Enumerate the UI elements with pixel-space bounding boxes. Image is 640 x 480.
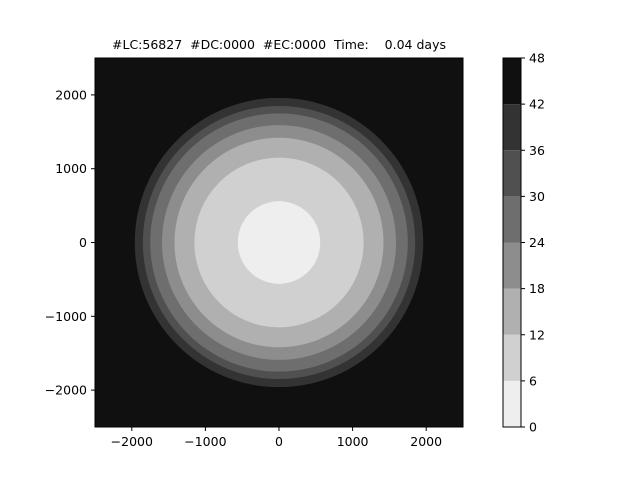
colorbar: 0 6 12 18 24 30 36 42 48 (502, 51, 545, 435)
colorbar-segment-0-6 (503, 380, 521, 427)
x-tick-label: 2000 (410, 434, 442, 449)
contour-bands (95, 58, 463, 427)
colorbar-segments (503, 58, 521, 427)
plot-area (94, 57, 464, 428)
colorbar-segment-24-30 (503, 196, 521, 243)
colorbar-tick-label: 48 (529, 51, 545, 66)
x-tick-label: 0 (275, 434, 283, 449)
y-tick-label: 2000 (55, 87, 87, 102)
colorbar-tick-label: 12 (529, 327, 545, 342)
colorbar-segment-12-18 (503, 288, 521, 335)
y-tick-label: −2000 (45, 383, 87, 398)
colorbar-tick-label: 18 (529, 281, 545, 296)
colorbar-segment-30-36 (503, 150, 521, 197)
colorbar-tick-label: 42 (529, 97, 545, 112)
colorbar-tick-label: 0 (529, 420, 537, 435)
x-tick-label: 1000 (337, 434, 369, 449)
x-tick-label: −2000 (111, 434, 153, 449)
y-tick-label: 0 (79, 235, 87, 250)
colorbar-segment-36-42 (503, 104, 521, 151)
x-tick-label: −1000 (184, 434, 226, 449)
y-tick-label: −1000 (45, 309, 87, 324)
contour-band-0-6 (237, 201, 321, 284)
colorbar-tick-label: 36 (529, 143, 545, 158)
x-axis: −2000 −1000 0 1000 2000 (111, 427, 442, 449)
colorbar-tick-label: 24 (529, 235, 545, 250)
colorbar-segment-18-24 (503, 242, 521, 289)
y-tick-label: 1000 (55, 161, 87, 176)
colorbar-segment-6-12 (503, 334, 521, 381)
colorbar-segment-42-48 (503, 58, 521, 105)
y-axis: −2000 −1000 0 1000 2000 (45, 87, 95, 398)
colorbar-tick-label: 6 (529, 373, 537, 388)
colorbar-ticks: 0 6 12 18 24 30 36 42 48 (521, 51, 545, 435)
colorbar-tick-label: 30 (529, 189, 545, 204)
chart-title: #LC:56827 #DC:0000 #EC:0000 Time: 0.04 d… (112, 37, 446, 52)
